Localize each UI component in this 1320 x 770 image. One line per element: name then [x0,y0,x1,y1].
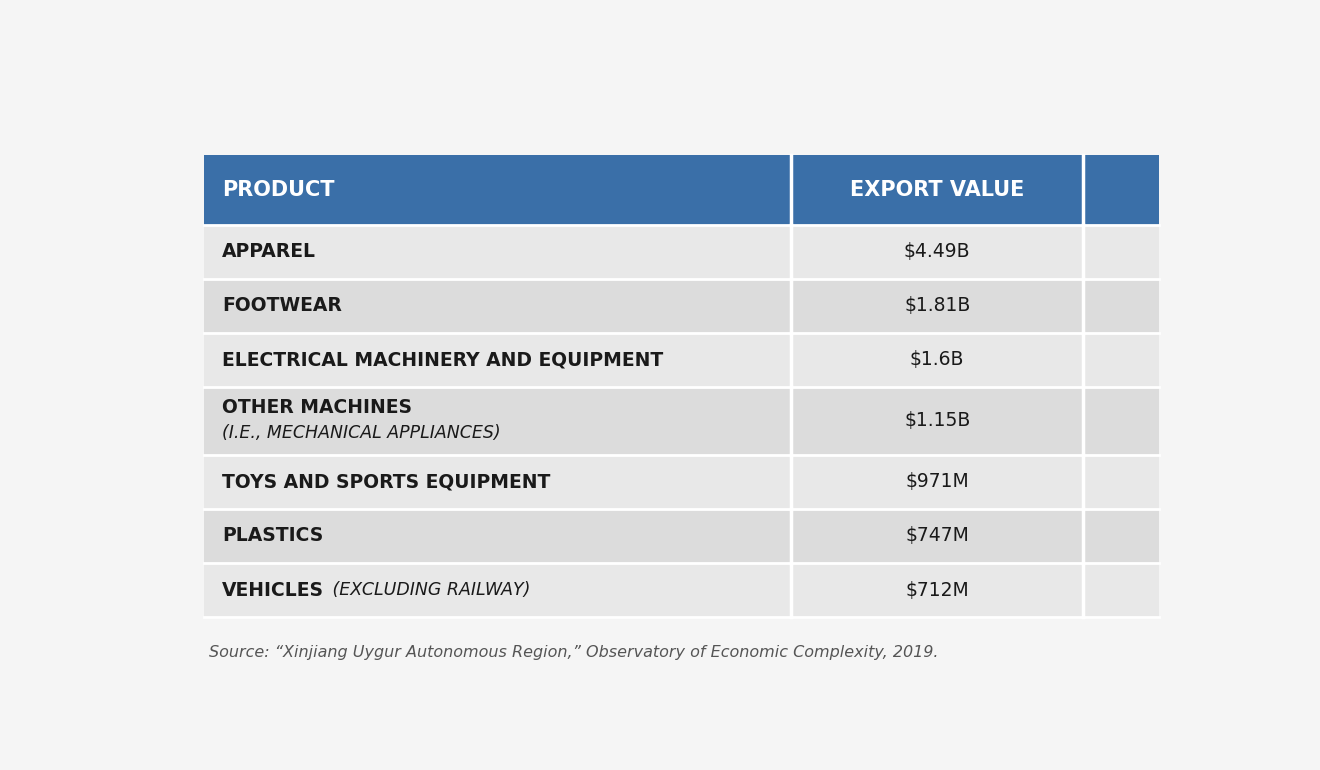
Text: EXPORT VALUE: EXPORT VALUE [850,179,1024,199]
Bar [1082,333,1159,387]
Bar [203,509,792,563]
Text: $971M: $971M [906,472,969,491]
Bar [203,333,792,387]
Bar [792,563,1082,617]
Text: $1.6B: $1.6B [909,350,965,370]
Bar [792,279,1082,333]
Text: ELECTRICAL MACHINERY AND EQUIPMENT: ELECTRICAL MACHINERY AND EQUIPMENT [222,350,664,370]
Bar [792,455,1082,509]
Text: (I.E., MECHANICAL APPLIANCES): (I.E., MECHANICAL APPLIANCES) [222,424,500,442]
Text: $1.15B: $1.15B [904,411,970,430]
Bar [1082,455,1159,509]
Bar [792,509,1082,563]
Text: $747M: $747M [906,527,969,545]
Text: VEHICLES: VEHICLES [222,581,325,600]
Bar [203,279,792,333]
Text: PRODUCT: PRODUCT [222,179,335,199]
Bar [1082,563,1159,617]
Bar [1082,387,1159,455]
Bar [203,225,792,279]
Bar [792,333,1082,387]
Text: $1.81B: $1.81B [904,296,970,316]
Text: TOYS AND SPORTS EQUIPMENT: TOYS AND SPORTS EQUIPMENT [222,472,550,491]
Bar [203,455,792,509]
Text: OTHER MACHINES: OTHER MACHINES [222,398,412,417]
Text: APPAREL: APPAREL [222,243,317,261]
Text: FOOTWEAR: FOOTWEAR [222,296,342,316]
Text: PLASTICS: PLASTICS [222,527,323,545]
Bar [1082,279,1159,333]
Text: (EXCLUDING RAILWAY): (EXCLUDING RAILWAY) [327,581,531,599]
Text: Source: “Xinjiang Uygur Autonomous Region,” Observatory of Economic Complexity, : Source: “Xinjiang Uygur Autonomous Regio… [209,645,939,660]
Bar [1082,509,1159,563]
Text: $712M: $712M [906,581,969,600]
Bar [1082,225,1159,279]
Bar [1082,155,1159,225]
Bar [203,563,792,617]
Text: $4.49B: $4.49B [904,243,970,261]
Bar [792,225,1082,279]
